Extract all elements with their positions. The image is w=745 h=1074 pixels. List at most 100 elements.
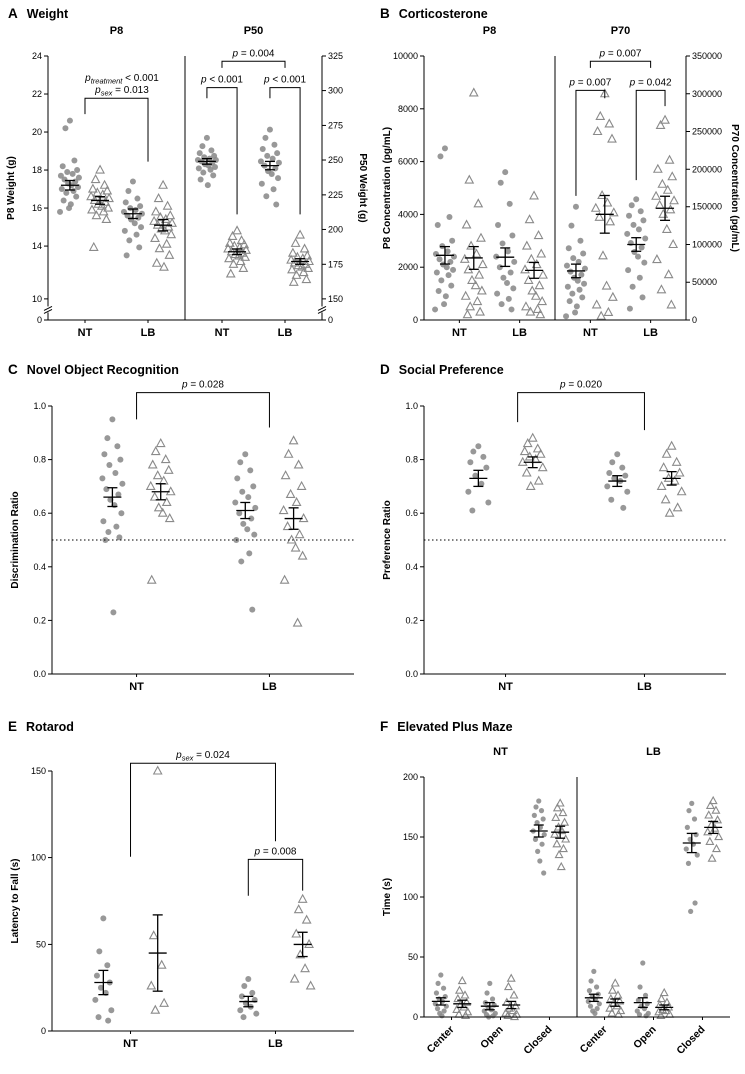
- data-point-triangle: [605, 216, 616, 226]
- data-point-triangle: [291, 928, 302, 938]
- data-point-triangle: [534, 280, 545, 290]
- data-point-circle: [443, 264, 450, 271]
- p-value-label: p = 0.004: [232, 48, 275, 59]
- tick-label: 275: [328, 120, 343, 130]
- data-point-triangle: [532, 443, 543, 453]
- data-point-circle: [436, 256, 443, 263]
- data-point-circle: [506, 200, 513, 207]
- significance-bracket: [221, 60, 286, 68]
- tick-label: 0.0: [33, 669, 46, 679]
- data-point-triangle: [292, 251, 303, 261]
- tick-label: 4000: [398, 209, 418, 219]
- tick-label: 8000: [398, 104, 418, 114]
- x-category-label: NT: [583, 327, 598, 339]
- data-point-circle: [133, 231, 140, 238]
- panel-plot-area: 0 50 100 150 200 Time (s) Center Open Closed Cent…: [372, 713, 745, 1070]
- data-point-triangle: [520, 264, 530, 274]
- data-point-triangle: [287, 264, 297, 274]
- data-point-circle: [116, 534, 123, 541]
- data-point-circle: [573, 303, 580, 310]
- data-point-triangle: [651, 190, 661, 200]
- data-point-triangle: [526, 253, 537, 263]
- y-axis-label: Discrimination Ratio: [10, 491, 21, 588]
- data-point-triangle: [152, 219, 163, 229]
- data-point-triangle: [590, 202, 601, 212]
- data-point-triangle: [297, 550, 308, 560]
- data-point-triangle: [533, 229, 544, 240]
- data-point-circle: [569, 290, 576, 297]
- data-point-triangle: [532, 303, 543, 313]
- data-point-triangle: [524, 451, 535, 461]
- data-point-circle: [636, 274, 643, 281]
- data-point-circle: [626, 305, 633, 312]
- data-point-circle: [563, 313, 570, 320]
- axes: [420, 776, 730, 1020]
- significance-bracket: [247, 858, 304, 896]
- data-point-triangle: [301, 273, 312, 284]
- data-point-triangle: [592, 125, 603, 136]
- data-point-triangle: [527, 285, 538, 295]
- data-point-circle: [508, 306, 515, 313]
- data-point-triangle: [165, 486, 176, 496]
- data-point-circle: [113, 523, 120, 530]
- tick-label: 300: [328, 86, 343, 96]
- data-point-circle: [606, 470, 613, 476]
- data-point-triangle: [150, 232, 160, 243]
- data-point-circle: [608, 496, 615, 503]
- data-point-circle: [242, 451, 249, 458]
- subpanel-label: P50: [244, 25, 264, 37]
- x-category-label: Center: [425, 1024, 457, 1056]
- data-point-triangle: [556, 861, 566, 871]
- data-point-triangle: [521, 467, 532, 477]
- tick-label: 0.2: [33, 615, 46, 625]
- data-point-triangle: [704, 810, 714, 819]
- data-point-triangle: [656, 1010, 666, 1019]
- data-point-circle: [594, 1006, 600, 1012]
- data-point-circle: [694, 852, 700, 858]
- data-point-circle: [234, 475, 241, 482]
- data-point-circle: [236, 510, 243, 517]
- data-point-circle: [59, 163, 66, 170]
- p-value-label: psex = 0.013: [94, 85, 149, 98]
- data-point-circle: [534, 820, 540, 826]
- panel-plot-area: 0 50 100 150 Latency to Fall (s) NT LB psex = 0…: [0, 713, 372, 1070]
- data-point-circle: [131, 220, 138, 227]
- data-point-circle: [567, 268, 574, 275]
- data-point-triangle: [464, 174, 475, 184]
- data-point-triangle: [466, 240, 477, 250]
- data-point-circle: [691, 816, 698, 822]
- data-point-triangle: [558, 843, 568, 853]
- data-point-triangle: [146, 574, 157, 584]
- data-point-circle: [237, 459, 244, 466]
- data-point-triangle: [150, 206, 161, 216]
- data-point-triangle: [165, 210, 176, 220]
- tick-label: 0.2: [405, 615, 418, 625]
- data-point-triangle: [152, 765, 163, 775]
- data-point-triangle: [167, 217, 178, 227]
- data-point-circle: [540, 816, 546, 822]
- error-bars: [431, 820, 723, 1011]
- x-category-label: NT: [123, 1038, 138, 1050]
- data-point-triangle: [102, 185, 113, 195]
- data-point-circle: [266, 126, 273, 133]
- tick-label: 325: [328, 51, 343, 61]
- tick-label: 150: [403, 832, 418, 842]
- data-point-triangle: [457, 975, 467, 985]
- data-point-triangle: [597, 189, 608, 200]
- data-point-triangle: [525, 306, 536, 316]
- data-point-circle: [245, 976, 252, 983]
- data-point-circle: [640, 960, 646, 966]
- data-point-circle: [593, 984, 600, 990]
- error-bars: [103, 483, 303, 530]
- data-point-triangle: [462, 309, 473, 319]
- data-point-triangle: [224, 253, 234, 263]
- data-point-triangle: [156, 959, 167, 969]
- data-point-triangle: [298, 267, 309, 277]
- tick-label: 0.8: [405, 455, 418, 465]
- x-category-label: NT: [78, 327, 93, 339]
- significance-bracket: [84, 97, 149, 162]
- data-point-circle: [250, 483, 257, 490]
- data-point-circle: [505, 295, 512, 302]
- data-point-triangle: [666, 299, 677, 309]
- data-point-circle: [586, 988, 593, 994]
